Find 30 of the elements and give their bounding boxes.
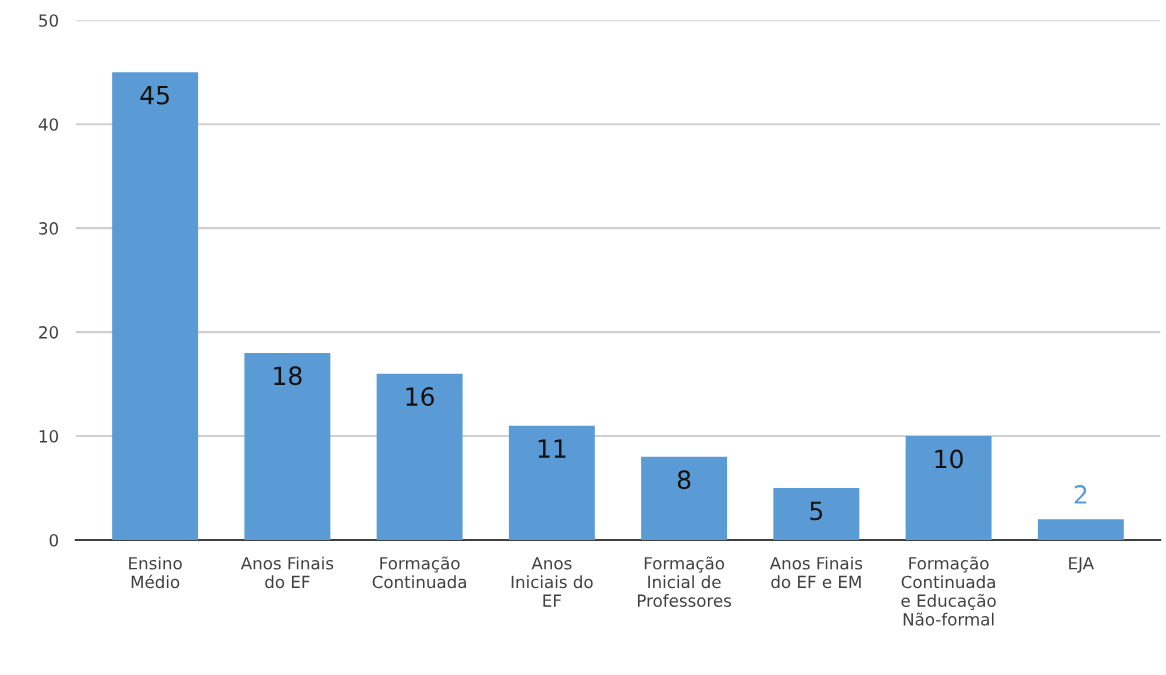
x-tick-label: Formação Continuada e Educação Não-formal — [901, 556, 996, 626]
data-label: 8 — [677, 470, 691, 490]
bar — [112, 72, 199, 540]
x-tick-label: Formação Continuada — [372, 556, 466, 589]
y-tick-label: 0 — [49, 533, 59, 547]
y-tick-label: 20 — [39, 326, 59, 339]
y-tick-label: 30 — [39, 222, 59, 235]
bar — [244, 352, 331, 540]
data-label: 16 — [406, 387, 434, 407]
y-tick-label: 50 — [39, 14, 59, 27]
bar — [773, 488, 860, 540]
x-tick-label: Ensino Médio — [129, 556, 182, 589]
data-label: 2 — [1074, 485, 1087, 504]
data-label: 10 — [935, 449, 963, 469]
x-tick-label: Anos Iniciais do EF — [511, 557, 593, 607]
y-tick-label: 40 — [38, 118, 59, 131]
x-tick-label: Anos Finais do EF — [240, 556, 334, 589]
y-tick-label: 10 — [39, 430, 59, 443]
data-label: 5 — [810, 501, 823, 521]
data-label: 11 — [538, 439, 566, 458]
bar — [905, 436, 992, 540]
x-tick-label: EJA — [1069, 557, 1094, 573]
bar — [1037, 519, 1124, 540]
x-tick-label: Formação Inicial de Professores — [637, 556, 732, 607]
data-label: 18 — [274, 366, 302, 386]
bar — [508, 425, 595, 540]
data-label: 45 — [140, 85, 169, 105]
bar — [376, 373, 463, 540]
bar — [641, 456, 728, 540]
x-tick-label: Anos Finais do EF e EM — [769, 556, 863, 589]
